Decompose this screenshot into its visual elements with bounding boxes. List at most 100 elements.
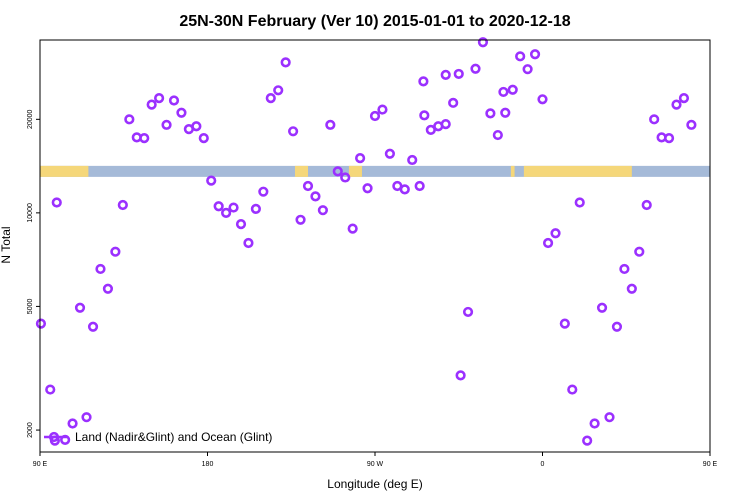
legend-marker <box>48 431 60 443</box>
data-point <box>295 214 306 225</box>
land-segment-1 <box>294 165 308 177</box>
data-point <box>235 219 247 230</box>
data-point <box>485 108 496 119</box>
data-point <box>507 84 518 95</box>
data-point <box>258 186 269 197</box>
data-point <box>596 302 608 313</box>
data-point <box>81 412 92 423</box>
data-point <box>139 133 150 144</box>
data-point <box>280 57 291 68</box>
data-point <box>221 207 232 218</box>
data-point <box>95 263 106 275</box>
data-point <box>102 283 114 294</box>
data-point <box>567 384 578 395</box>
data-point <box>500 107 511 118</box>
x-tick-label: 90 E <box>33 461 48 468</box>
data-point <box>542 237 554 249</box>
data-point <box>288 126 299 137</box>
data-point <box>273 85 284 96</box>
data-point <box>45 384 56 395</box>
data-point <box>477 37 489 48</box>
x-axis-label: Longitude (deg E) <box>327 477 422 491</box>
data-point <box>440 119 451 130</box>
data-point <box>265 93 276 104</box>
data-point <box>369 110 381 122</box>
data-point <box>414 180 425 192</box>
data-point <box>574 197 585 208</box>
land-segment-2 <box>348 165 362 177</box>
land-ocean-band <box>40 165 710 177</box>
data-point <box>377 104 388 115</box>
data-point <box>529 49 541 60</box>
y-tick-label: 10000 <box>27 203 34 223</box>
data-point <box>51 197 62 208</box>
data-point <box>611 321 623 332</box>
data-point <box>228 202 239 213</box>
chart-title: 25N-30N February (Ver 10) 2015-01-01 to … <box>179 13 570 30</box>
data-point <box>419 110 430 121</box>
legend-label: Land (Nadir&Glint) and Ocean (Glint) <box>75 430 272 444</box>
data-point <box>340 172 351 183</box>
data-point <box>325 119 336 130</box>
data-point <box>67 418 78 429</box>
data-point <box>35 318 47 329</box>
data-point <box>87 321 99 332</box>
x-tick-label: 90 E <box>703 461 718 468</box>
data-point <box>470 63 481 74</box>
data-point <box>117 199 128 211</box>
data-point <box>176 107 187 118</box>
data-point <box>641 199 652 211</box>
data-point <box>448 97 459 108</box>
data-point <box>626 283 637 294</box>
data-points <box>35 37 697 446</box>
data-point <box>168 95 180 106</box>
y-axis-label: N Total <box>0 226 13 263</box>
data-point <box>418 76 429 87</box>
data-point <box>425 124 436 135</box>
plot-frame <box>39 39 711 453</box>
data-point <box>213 201 224 212</box>
legend: Land (Nadir&Glint) and Ocean (Glint) <box>44 430 272 444</box>
y-tick-label: 20000 <box>27 109 34 129</box>
data-point <box>161 119 172 130</box>
data-point <box>550 228 561 239</box>
data-point <box>634 246 645 257</box>
data-point <box>453 68 464 80</box>
y-tick-label: 5000 <box>27 299 34 315</box>
data-point <box>671 99 682 110</box>
data-point <box>604 412 615 423</box>
data-point <box>686 119 697 130</box>
data-point <box>110 246 121 257</box>
data-point <box>317 205 328 216</box>
data-point <box>332 166 343 177</box>
data-point <box>362 183 373 194</box>
land-segment-3 <box>510 165 515 177</box>
x-tick-label: 0 <box>541 461 545 468</box>
x-axis-ticks: 90 E 180 90 W 0 90 E <box>33 452 718 468</box>
data-point <box>124 114 135 125</box>
data-point <box>198 133 209 144</box>
data-point <box>355 153 366 164</box>
x-tick-label: 90 W <box>367 461 384 468</box>
data-point <box>399 184 410 195</box>
data-point <box>407 154 418 166</box>
data-point <box>559 318 570 329</box>
data-point <box>243 237 254 249</box>
land-segment-4 <box>523 165 632 177</box>
ocean-band <box>40 165 710 177</box>
data-point <box>74 302 86 313</box>
data-point <box>663 133 675 144</box>
data-point <box>302 180 314 192</box>
data-point <box>492 129 503 141</box>
data-point <box>589 418 600 429</box>
data-point <box>678 93 690 104</box>
data-point <box>310 191 321 202</box>
data-point <box>384 148 395 159</box>
land-segment-0 <box>40 165 89 177</box>
data-point <box>619 263 630 275</box>
x-tick-label: 180 <box>202 461 214 468</box>
data-point <box>455 370 466 381</box>
data-point <box>206 175 217 186</box>
data-point <box>537 94 548 105</box>
